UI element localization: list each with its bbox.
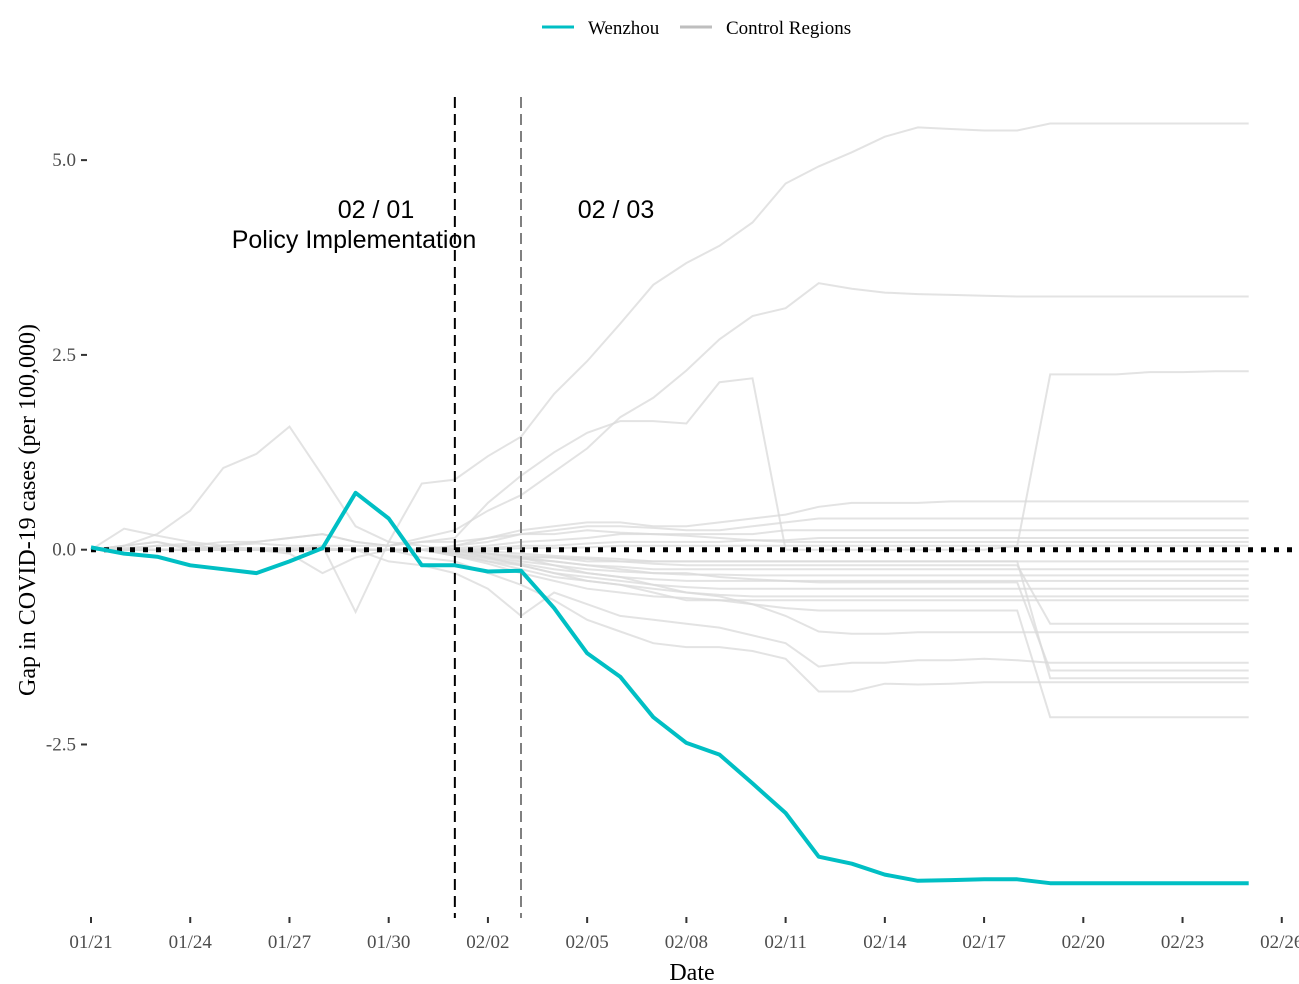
y-axis: 5.0 2.5 0.0 -2.5: [46, 150, 87, 755]
control-region-line: [91, 547, 1249, 668]
annotation-policy-date: 02 / 01: [338, 196, 414, 224]
control-region-line: [90, 529, 1249, 551]
x-tick-label: 02/17: [962, 932, 1005, 953]
x-tick-label: 02/14: [863, 932, 907, 953]
y-tick-label: 0.0: [52, 540, 76, 561]
control-region-line: [90, 122, 1249, 551]
control-region-line: [91, 548, 1249, 571]
control-region-lines: [90, 122, 1249, 719]
x-axis: 01/21 01/24 01/27 01/30 02/02 02/05 02/08 02/11…: [69, 917, 1299, 953]
annotation-policy-label: Policy Implementation: [232, 226, 477, 254]
x-tick-label: 02/08: [665, 932, 708, 953]
x-tick-label: 02/26: [1260, 932, 1299, 953]
control-region-line: [90, 282, 1249, 551]
legend-label-control-regions: Control Regions: [726, 18, 851, 39]
x-tick-label: 01/27: [268, 932, 311, 953]
x-tick-label: 02/20: [1062, 932, 1105, 953]
control-region-line: [91, 548, 1249, 680]
y-tick-label: -2.5: [46, 734, 76, 755]
x-tick-label: 01/24: [169, 932, 213, 953]
x-tick-label: 01/30: [367, 932, 410, 953]
annotations: 02 / 01 Policy Implementation 02 / 03: [232, 196, 655, 254]
x-tick-label: 02/05: [566, 932, 609, 953]
reference-lines: [91, 97, 1295, 918]
control-region-line: [90, 527, 1249, 635]
control-region-line: [91, 548, 1249, 672]
x-tick-label: 02/11: [764, 932, 807, 953]
wenzhou-line-group: [90, 490, 1249, 886]
legend: Wenzhou Control Regions: [542, 18, 851, 39]
x-tick-label: 02/02: [466, 932, 509, 953]
x-tick-label: 01/21: [69, 932, 112, 953]
control-region-line: [90, 370, 1249, 551]
x-axis-title: Date: [669, 960, 714, 984]
y-tick-label: 5.0: [52, 150, 76, 171]
y-axis-title: Gap in COVID-19 cases (per 100,000): [15, 324, 41, 696]
wenzhou-line: [90, 490, 1249, 886]
annotation-0203: 02 / 03: [578, 196, 654, 224]
legend-label-wenzhou: Wenzhou: [588, 18, 660, 39]
y-tick-label: 2.5: [52, 345, 76, 366]
control-region-line: [91, 542, 1249, 693]
x-tick-label: 02/23: [1161, 932, 1204, 953]
